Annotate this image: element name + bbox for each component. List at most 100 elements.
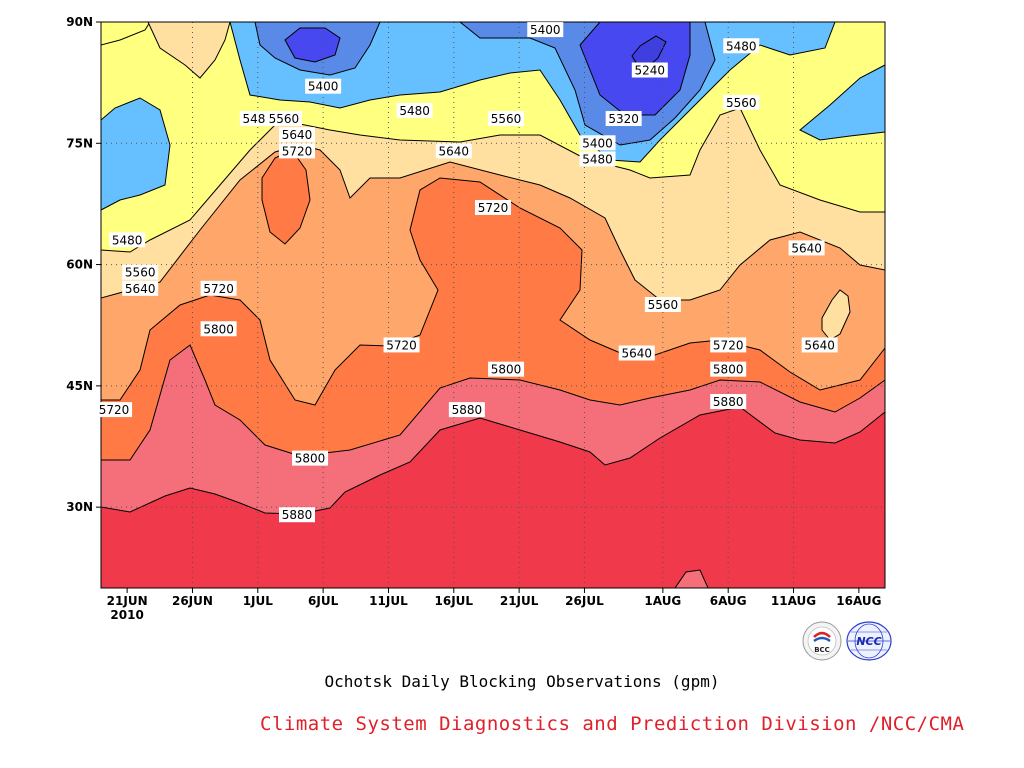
contour-label-text: 5800: [295, 452, 326, 466]
contour-label: 5320: [605, 111, 642, 127]
contour-label-text: 5720: [282, 144, 313, 158]
contour-label-text: 5560: [726, 96, 757, 110]
y-tick-label: 90N: [66, 15, 93, 29]
contour-label: 5720: [710, 337, 747, 353]
contour-label-text: 5480: [112, 233, 143, 247]
contour-label: 5640: [801, 337, 838, 353]
contour-label-bg: [305, 78, 342, 94]
contour-label: 5800: [710, 361, 747, 377]
contour-label-bg: [644, 297, 681, 312]
contour-label-text: 5640: [804, 338, 835, 352]
axes: 21JUN 26JUN 1JUL 6JUL 11JUL 16JUL 21JUL 26JUL 1A…: [66, 15, 881, 622]
contour-label-text: 5480: [582, 152, 613, 166]
contour-label: 5480: [723, 38, 760, 54]
contour-label-bg: [448, 402, 485, 418]
contour-label: 5560: [644, 297, 681, 312]
plot-frame: [100, 21, 886, 589]
contour-label-text: 5720: [478, 201, 509, 215]
patch-5400-5480-left: [101, 97, 171, 211]
contour-label-bg: [475, 199, 511, 215]
y-tick-label: 75N: [66, 136, 93, 150]
contour-label-bg: [488, 361, 525, 377]
contour-label-bg: [710, 361, 747, 377]
contour-label-bg: [579, 151, 616, 167]
contour-label: 5880: [710, 394, 747, 410]
contour-label-bg: [579, 135, 616, 151]
contour-label-bg: [279, 143, 315, 159]
x-tick-label: 6JUL: [308, 594, 339, 608]
contour-label-text: 5480: [726, 39, 757, 53]
y-tick-label: 45N: [66, 379, 93, 393]
ncc-logo-text: NCC: [856, 635, 881, 648]
contour-label-bg: [631, 62, 668, 78]
patch-5560-5640-top: [147, 22, 231, 79]
contour-label: 5480: [396, 102, 433, 118]
contour-label: 5400: [305, 78, 342, 94]
band-5240-5320: [284, 22, 691, 116]
contour-label: 5480: [579, 151, 616, 167]
contour-label-bg: [801, 337, 838, 353]
x-tick-label: 11JUL: [369, 594, 408, 608]
contour-label-bg: [605, 111, 642, 127]
x-tick-label: 21JUL: [500, 594, 539, 608]
contour-label-bg: [488, 111, 525, 127]
x-tick-label: 16AUG: [836, 594, 881, 608]
contour-label-bg: [200, 321, 237, 337]
contour-label-text: 5880: [452, 403, 483, 417]
x-tick-label: 21JUN: [107, 594, 148, 608]
contour-label-bg: [527, 22, 564, 38]
patch-5400-5480-right: [799, 64, 885, 141]
x-tick-label: 6AUG: [710, 594, 747, 608]
contour-label-text: 5800: [203, 322, 234, 336]
contour-label: 5880: [279, 507, 315, 523]
contour-label: 5640: [122, 280, 159, 296]
contour-label: 5800: [292, 450, 329, 466]
contour-label-bg: [788, 240, 825, 256]
contour-label-text: 5720: [203, 282, 234, 296]
ncc-logo: NCC: [846, 621, 892, 661]
contour-label-text: 5640: [621, 347, 652, 361]
contour-label: 5400: [579, 135, 616, 151]
x-tick-label: 1AUG: [644, 594, 681, 608]
contour-label-bg: [710, 337, 747, 353]
contour-label: 5720: [279, 143, 315, 159]
contour-label: 5640: [279, 127, 315, 143]
patch-5720-5800-jul: [261, 149, 311, 245]
contour-label-text: 5640: [282, 128, 313, 142]
contour-label-text: 5640: [791, 241, 822, 255]
contour-fill-layer: [101, 22, 885, 588]
contour-label-text: 5720: [386, 338, 417, 352]
contour-label-text: 5400: [582, 136, 613, 150]
contour-label-bg: [96, 402, 133, 418]
contour-label: 5640: [788, 240, 825, 256]
y-tick-label: 60N: [66, 258, 93, 272]
contour-label-bg: [618, 345, 655, 361]
contour-label-text: 5800: [713, 363, 744, 377]
bcc-logo: BCC: [802, 621, 842, 661]
x-tick-label: 1JUL: [243, 594, 274, 608]
contour-label-bg: [396, 102, 433, 118]
contour-label-bg: [435, 143, 472, 159]
contour-label-text: 5640: [439, 144, 470, 158]
contour-label: 5640: [435, 143, 472, 159]
credit-line: Climate System Diagnostics and Predictio…: [260, 713, 965, 735]
bcc-logo-text: BCC: [814, 646, 830, 654]
chart-caption: Ochotsk Daily Blocking Observations (gpm…: [324, 672, 720, 691]
contour-label-bg: [292, 450, 329, 466]
contour-label-text: 5400: [530, 23, 561, 37]
contour-label-bg: [723, 94, 760, 110]
contour-label-bg: [279, 127, 315, 143]
contour-label-text: 5320: [608, 112, 639, 126]
patch-5800-5880-bottom: [674, 569, 709, 588]
contour-label: 5560: [265, 111, 302, 127]
contour-label-text: 5640: [125, 282, 156, 296]
contour-label: 5720: [96, 402, 133, 418]
contour-label-text: 5480: [243, 112, 274, 126]
patch-5480-5560-topleft: [101, 22, 151, 46]
contour-label: 5560: [488, 111, 525, 127]
contour-label-text: 5560: [125, 266, 156, 280]
contour-label-bg: [200, 280, 237, 296]
x-tick-label: 16JUL: [435, 594, 474, 608]
